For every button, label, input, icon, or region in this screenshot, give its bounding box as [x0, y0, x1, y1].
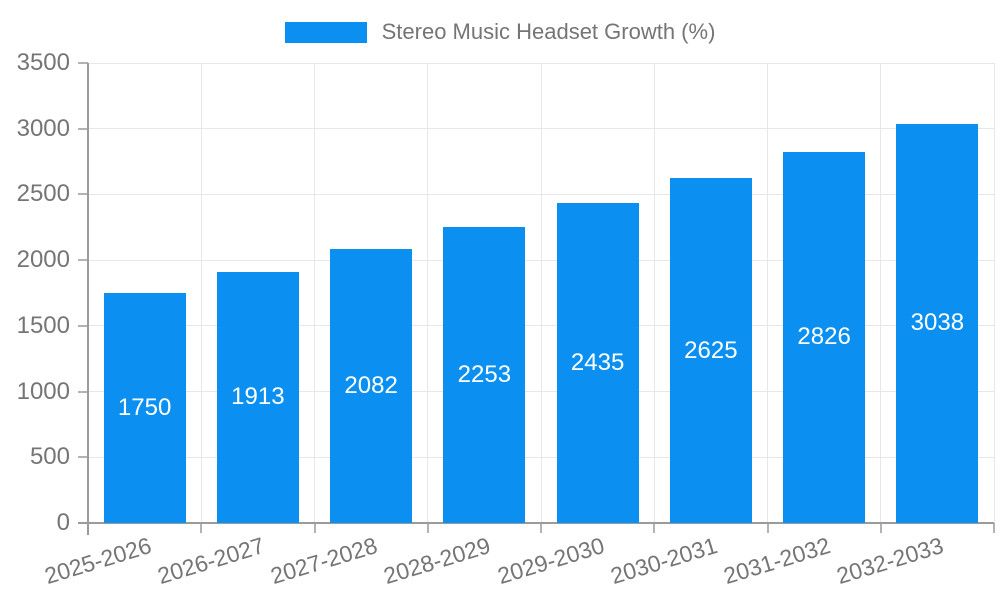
bar[interactable]	[556, 202, 639, 523]
x-axis-tick-label: 2032-2033	[833, 532, 947, 590]
bar-value-label: 2625	[684, 336, 738, 364]
x-tick-mark	[313, 523, 316, 533]
y-axis-tick-label: 3000	[16, 114, 70, 142]
y-axis-tick-label: 2500	[16, 180, 70, 208]
bar[interactable]	[896, 123, 979, 523]
legend-label: Stereo Music Headset Growth (%)	[381, 19, 716, 44]
x-axis-tick-label: 2025-2026	[41, 532, 154, 590]
x-tick-mark	[426, 523, 429, 533]
x-tick-mark	[879, 523, 882, 533]
bar-value-label: 2082	[344, 372, 398, 400]
y-axis-line	[87, 63, 89, 535]
v-gridline	[427, 63, 429, 523]
bar-value-label: 2435	[570, 348, 625, 376]
y-tick-mark	[78, 390, 88, 393]
v-gridline	[993, 63, 995, 523]
bar[interactable]	[103, 293, 186, 523]
v-gridline	[200, 63, 202, 523]
x-axis-tick-label: 2030-2031	[607, 532, 721, 590]
bar[interactable]	[443, 226, 526, 523]
y-axis-tick-label: 1000	[16, 377, 70, 405]
y-tick-mark	[78, 324, 88, 327]
bar[interactable]	[783, 151, 866, 523]
x-tick-mark	[993, 523, 995, 533]
y-axis-tick-label: 0	[56, 509, 70, 536]
legend[interactable]: Stereo Music Headset Growth (%)	[0, 19, 1000, 45]
bar-value-label: 2253	[457, 360, 512, 388]
bar-value-label: 1913	[231, 383, 285, 411]
bar-value-label: 3038	[910, 309, 965, 337]
y-tick-mark	[78, 193, 88, 196]
bar[interactable]	[330, 249, 413, 523]
bar[interactable]	[216, 271, 299, 523]
v-gridline	[767, 63, 768, 523]
y-tick-mark	[78, 127, 88, 130]
bar-value-label: 1750	[117, 394, 172, 421]
v-gridline	[880, 63, 882, 523]
x-axis-tick-label: 2031-2032	[720, 532, 834, 590]
x-axis-line	[78, 522, 994, 524]
x-axis-tick-label: 2028-2029	[380, 532, 494, 590]
x-tick-mark	[653, 523, 656, 533]
x-tick-mark	[766, 523, 769, 533]
v-gridline	[314, 63, 315, 523]
x-tick-mark	[540, 523, 542, 533]
y-axis-tick-label: 3500	[16, 49, 70, 76]
bar-value-label: 2826	[797, 323, 851, 351]
x-axis-tick-label: 2029-2030	[494, 532, 607, 590]
y-axis-tick-label: 500	[29, 443, 70, 471]
y-tick-mark	[78, 259, 88, 262]
x-tick-mark	[200, 523, 203, 533]
y-axis-tick-label: 1500	[16, 311, 70, 339]
bar[interactable]	[669, 178, 752, 523]
legend-swatch	[284, 21, 367, 43]
y-axis-tick-label: 2000	[16, 246, 70, 274]
v-gridline	[540, 63, 542, 523]
x-axis-tick-label: 2026-2027	[154, 532, 268, 590]
y-tick-mark	[78, 62, 88, 64]
x-axis-tick-label: 2027-2028	[267, 532, 381, 590]
y-tick-mark	[78, 456, 88, 459]
v-gridline	[653, 63, 655, 523]
